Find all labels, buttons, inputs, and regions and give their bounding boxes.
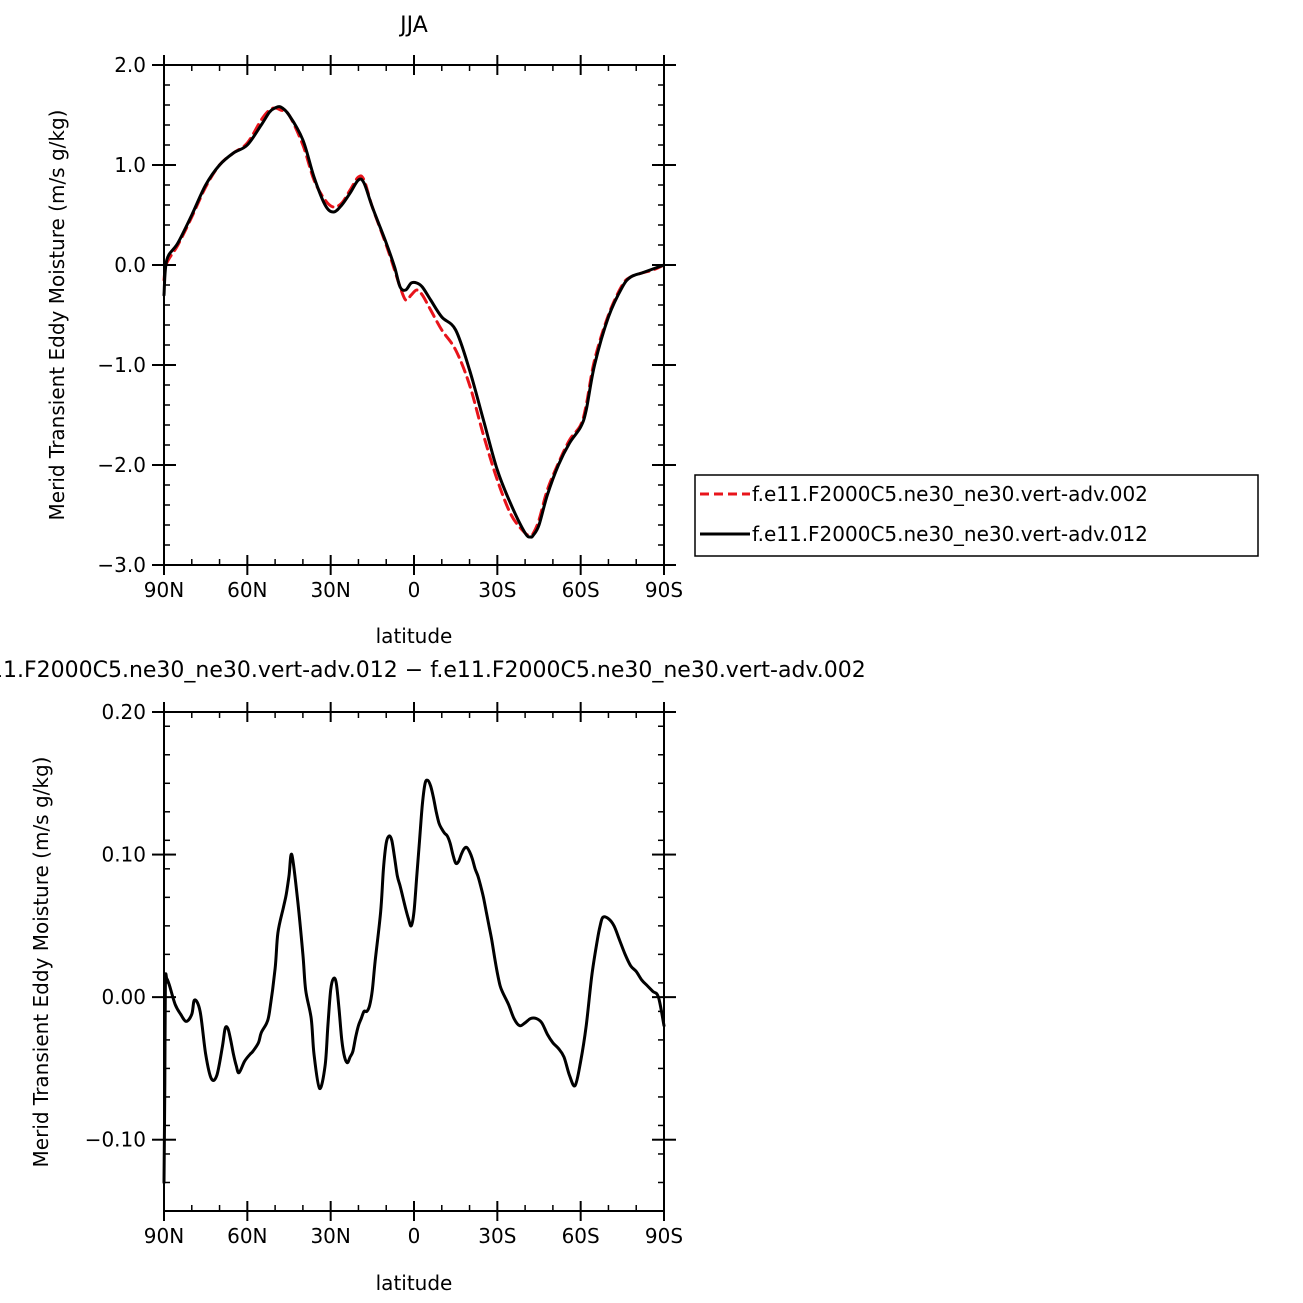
- series-group: [162, 105, 666, 539]
- panel-bottom: f.e11.F2000C5.ne30_ne30.vert-adv.012 − f…: [0, 658, 866, 1295]
- y-tick-label: −1.0: [97, 353, 146, 377]
- series-line-2: [162, 105, 666, 539]
- y-tick-label: −0.10: [85, 1128, 146, 1152]
- x-axis-title: latitude: [376, 1271, 453, 1295]
- chart-title: JJA: [398, 13, 428, 38]
- y-axis-title: Merid Transient Eddy Moisture (m/s g/kg): [45, 110, 69, 521]
- panel-top: JJA 90N 60N 30N 0 30S 60S 90S 2.0 1.0 0.0 −1.0 −2.0…: [45, 13, 1259, 648]
- legend-label-series-1: f.e11.F2000C5.ne30_ne30.vert-adv.002: [752, 482, 1148, 506]
- plot-frame: [163, 64, 665, 566]
- y-tick-label: 0.10: [101, 843, 146, 867]
- x-axis-title: latitude: [376, 624, 453, 648]
- x-tick-label: 0: [408, 578, 421, 602]
- series-group: [162, 778, 666, 1184]
- x-tick-label: 60N: [227, 1224, 267, 1248]
- x-tick-label: 90S: [645, 578, 683, 602]
- y-tick-label: 1.0: [114, 153, 146, 177]
- y-axis-title: Merid Transient Eddy Moisture (m/s g/kg): [29, 757, 53, 1168]
- axes-group: 90N 60N 30N 0 30S 60S 90S 2.0 1.0 0.0 −1.0 −2.0 −3.0: [97, 53, 683, 602]
- y-tick-label: 0.20: [101, 700, 146, 724]
- x-tick-label: 0: [408, 1224, 421, 1248]
- x-tick-label: 60N: [227, 578, 267, 602]
- y-tick-label: 0.00: [101, 985, 146, 1009]
- series-line-1: [162, 106, 666, 537]
- x-tick-label: 30S: [478, 578, 516, 602]
- y-tick-label: 0.0: [114, 253, 146, 277]
- x-tick-label: 30N: [310, 578, 350, 602]
- legend-label-series-2: f.e11.F2000C5.ne30_ne30.vert-adv.012: [752, 522, 1148, 546]
- x-tick-label: 30N: [310, 1224, 350, 1248]
- series-line-1: [162, 778, 666, 1184]
- y-tick-label: −2.0: [97, 453, 146, 477]
- legend-box: [694, 474, 1259, 557]
- legend: f.e11.F2000C5.ne30_ne30.vert-adv.002 f.e…: [694, 474, 1259, 557]
- plot-frame: [163, 711, 665, 1212]
- x-tick-label: 90N: [144, 578, 184, 602]
- x-tick-label: 90N: [144, 1224, 184, 1248]
- x-tick-label: 90S: [645, 1224, 683, 1248]
- y-tick-label: 2.0: [114, 53, 146, 77]
- y-tick-label: −3.0: [97, 553, 146, 577]
- x-tick-label: 60S: [562, 578, 600, 602]
- chart-title: f.e11.F2000C5.ne30_ne30.vert-adv.012 − f…: [0, 658, 866, 683]
- axes-group: 90N 60N 30N 0 30S 60S 90S 0.20 0.10 0.00 −0.10: [85, 700, 683, 1248]
- x-tick-label: 60S: [562, 1224, 600, 1248]
- x-tick-label: 30S: [478, 1224, 516, 1248]
